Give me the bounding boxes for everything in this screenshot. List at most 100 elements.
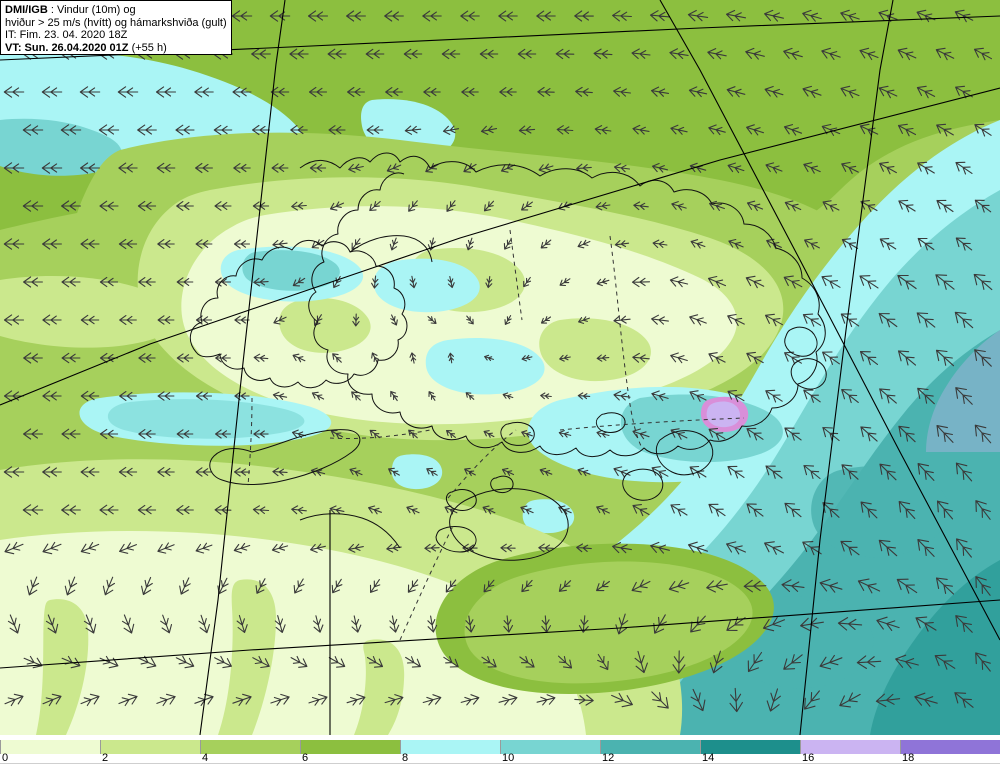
- wind-arrow: [329, 201, 345, 211]
- wind-arrow: [346, 693, 366, 706]
- info-line-model: DMI/IGB : Vindur (10m) og: [5, 4, 227, 17]
- wind-arrow: [61, 200, 81, 212]
- wind-arrow: [195, 467, 213, 477]
- wind-arrow: [574, 694, 594, 706]
- wind-arrow: [231, 10, 253, 22]
- wind-arrow: [631, 276, 651, 288]
- info-line-init-time: IT: Fim. 23. 04. 2020 18Z: [5, 29, 128, 42]
- colorbar-tick-4: 4: [202, 752, 209, 764]
- wind-arrow: [725, 9, 747, 22]
- wind-arrow: [485, 275, 493, 289]
- wind-arrow: [596, 429, 610, 438]
- glacier-small-2: [445, 489, 477, 511]
- wind-arrow: [251, 48, 271, 60]
- wind-arrow: [915, 616, 937, 632]
- wind-arrow: [3, 314, 25, 326]
- wind-arrow: [936, 123, 954, 137]
- wind-arrow: [291, 201, 307, 211]
- wind-arrow: [22, 124, 44, 136]
- wind-arrow: [668, 579, 690, 593]
- wind-arrow: [369, 579, 381, 593]
- wind-arrow: [310, 467, 326, 477]
- wind-arrow: [728, 238, 744, 249]
- wind-arrow: [726, 86, 746, 98]
- wind-arrow: [879, 463, 897, 481]
- wind-arrow: [442, 125, 460, 135]
- wind-arrow: [613, 390, 631, 401]
- wind-arrow: [446, 200, 456, 212]
- wind-arrow: [729, 687, 743, 713]
- wind-arrow: [309, 163, 327, 173]
- wind-arrow: [61, 504, 81, 516]
- wind-arrow: [727, 389, 745, 403]
- wind-arrow: [255, 578, 267, 594]
- wind-arrow: [558, 580, 572, 592]
- wind-arrow: [214, 277, 232, 287]
- wind-arrow: [464, 467, 476, 477]
- wind-arrow: [119, 315, 137, 325]
- wind-arrow: [935, 577, 955, 595]
- wind-arrow: [157, 542, 175, 554]
- wind-arrow: [308, 693, 328, 706]
- wind-arrow: [23, 655, 43, 669]
- wind-arrow: [878, 312, 898, 328]
- wind-arrow: [596, 505, 610, 515]
- wind-arrow: [504, 315, 512, 325]
- wind-arrow: [217, 577, 229, 595]
- wind-arrow: [783, 124, 803, 136]
- wind-arrow: [403, 48, 423, 60]
- wind-arrow: [351, 391, 361, 401]
- wind-arrow: [634, 650, 648, 674]
- wind-arrow: [973, 273, 993, 291]
- coast-isthmus: [349, 235, 433, 263]
- wind-arrow: [502, 392, 514, 400]
- wind-arrow: [234, 315, 250, 325]
- wind-arrow: [671, 201, 687, 211]
- wind-arrow: [974, 349, 992, 367]
- wind-arrow: [521, 430, 533, 438]
- map-canvas[interactable]: [0, 0, 1000, 735]
- wind-arrow: [557, 655, 573, 669]
- wind-arrow: [213, 124, 233, 136]
- wind-arrow: [42, 693, 62, 707]
- wind-arrow: [746, 124, 764, 136]
- wind-arrow: [500, 543, 516, 553]
- wind-arrow: [975, 652, 991, 672]
- colorbar-swatch-12-14: [600, 740, 700, 754]
- wind-arrow: [538, 163, 554, 173]
- wind-arrow: [498, 694, 518, 706]
- admin-3: [447, 429, 517, 499]
- wind-arrow: [41, 86, 63, 98]
- wind-arrow: [612, 542, 632, 554]
- wind-arrow: [3, 238, 25, 250]
- wind-arrow: [687, 9, 709, 22]
- wind-arrow: [274, 615, 286, 633]
- wind-arrow: [426, 467, 438, 477]
- wind-arrow: [390, 314, 398, 326]
- wind-arrow: [500, 163, 516, 173]
- wind-arrow: [856, 655, 882, 669]
- wind-arrow: [575, 86, 593, 97]
- sw-streak-3: [354, 639, 405, 735]
- wind-arrow: [802, 541, 822, 556]
- wind-arrow: [466, 315, 474, 325]
- wind-arrow: [389, 237, 399, 251]
- wind-arrow: [841, 464, 859, 480]
- wind-arrow: [102, 576, 116, 596]
- wind-arrow: [520, 505, 534, 515]
- wind-arrow: [521, 201, 533, 211]
- wind-arrow: [195, 391, 213, 401]
- wind-arrow: [80, 390, 100, 402]
- wind-arrow: [578, 615, 589, 633]
- parallel-3: [0, 87, 1000, 406]
- wind-arrow: [631, 48, 651, 60]
- wind-arrow: [3, 162, 25, 174]
- wind-arrow: [819, 654, 843, 670]
- wind-arrow: [384, 694, 404, 706]
- wind-arrow: [803, 464, 821, 480]
- wind-arrow-field: [3, 9, 993, 713]
- wind-arrow: [917, 387, 935, 405]
- wind-arrow: [446, 430, 456, 439]
- wind-arrow: [596, 580, 610, 592]
